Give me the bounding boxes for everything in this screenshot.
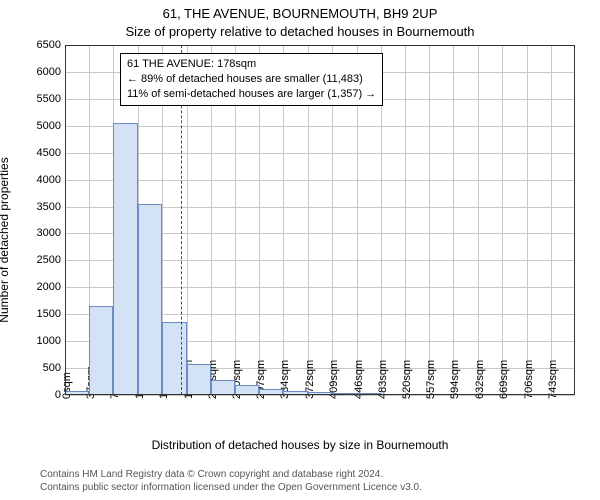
histogram-bar	[89, 306, 113, 395]
histogram-bar	[332, 393, 356, 395]
chart-subtitle: Size of property relative to detached ho…	[0, 24, 600, 39]
x-tick-label: 594sqm	[449, 360, 461, 399]
x-tick-label: 520sqm	[401, 360, 413, 399]
x-tick-label: 557sqm	[425, 360, 437, 399]
y-tick-label: 3000	[37, 227, 65, 239]
histogram-bar	[283, 391, 308, 395]
grid-line-v	[551, 45, 552, 395]
chart-title: 61, THE AVENUE, BOURNEMOUTH, BH9 2UP	[0, 6, 600, 21]
callout-line-1: 61 THE AVENUE: 178sqm	[127, 57, 376, 72]
grid-line-h	[65, 180, 575, 181]
y-tick-label: 6500	[37, 39, 65, 51]
x-tick-label: 743sqm	[547, 360, 559, 399]
histogram-chart: 61, THE AVENUE, BOURNEMOUTH, BH9 2UP Siz…	[0, 0, 600, 500]
y-tick-label: 3500	[37, 201, 65, 213]
histogram-bar	[308, 392, 332, 395]
grid-line-h	[65, 153, 575, 154]
grid-line-v	[502, 45, 503, 395]
y-tick-label: 6000	[37, 66, 65, 78]
y-tick-label: 2500	[37, 254, 65, 266]
chart-footer: Contains HM Land Registry data © Crown c…	[0, 468, 600, 494]
grid-line-v	[429, 45, 430, 395]
y-tick-label: 2000	[37, 281, 65, 293]
x-tick-label: 706sqm	[523, 360, 535, 399]
footer-line-2: Contains public sector information licen…	[40, 481, 600, 494]
callout-line-2: ← 89% of detached houses are smaller (11…	[127, 72, 376, 87]
histogram-bar	[235, 385, 259, 395]
grid-line-h	[65, 126, 575, 127]
y-tick-label: 5000	[37, 120, 65, 132]
y-tick-label: 4000	[37, 174, 65, 186]
x-tick-label: 669sqm	[498, 360, 510, 399]
grid-line-v	[527, 45, 528, 395]
grid-line-v	[65, 45, 66, 395]
histogram-bar	[211, 380, 235, 395]
grid-line-v	[453, 45, 454, 395]
grid-line-h	[65, 45, 575, 46]
plot-area: 0500100015002000250030003500400045005000…	[65, 45, 575, 395]
histogram-bar	[65, 391, 89, 395]
histogram-bar	[162, 322, 186, 395]
histogram-bar	[113, 123, 137, 395]
y-tick-label: 5500	[37, 93, 65, 105]
grid-line-v	[405, 45, 406, 395]
histogram-bar	[357, 393, 381, 395]
y-tick-label: 1500	[37, 308, 65, 320]
y-tick-label: 1000	[37, 335, 65, 347]
histogram-bar	[138, 204, 163, 395]
y-axis-label: Number of detached properties	[0, 157, 11, 322]
histogram-bar	[187, 364, 211, 395]
y-tick-label: 4500	[37, 147, 65, 159]
x-axis-label: Distribution of detached houses by size …	[0, 438, 600, 452]
x-tick-label: 632sqm	[474, 360, 486, 399]
grid-line-v	[478, 45, 479, 395]
callout-line-3: 11% of semi-detached houses are larger (…	[127, 87, 376, 102]
histogram-bar	[259, 389, 283, 395]
footer-line-1: Contains HM Land Registry data © Crown c…	[40, 468, 600, 481]
callout-box: 61 THE AVENUE: 178sqm← 89% of detached h…	[120, 53, 383, 106]
